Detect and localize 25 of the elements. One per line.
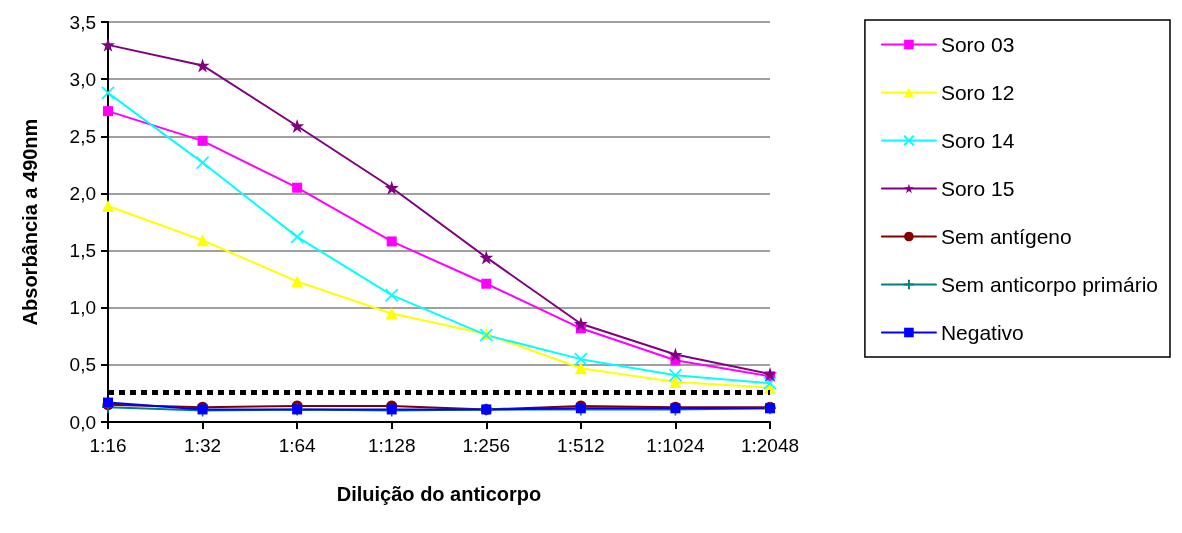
y-tick-label: 0,5 — [69, 354, 96, 376]
x-tick-label: 1:1024 — [646, 435, 705, 456]
legend-label: Soro 14 — [940, 129, 1015, 152]
y-tick-label: 2,5 — [69, 125, 96, 147]
x-tick-label: 1:512 — [557, 435, 605, 456]
y-tick-label: 3,0 — [69, 68, 96, 90]
y-tick-label: 1,5 — [69, 240, 96, 262]
y-tick-label: 2,0 — [69, 182, 96, 204]
legend-label: Soro 12 — [940, 81, 1015, 104]
x-tick-label: 1:64 — [278, 435, 317, 456]
legend-label: Sem anticorpo primário — [940, 273, 1159, 296]
x-tick-label: 1:256 — [462, 435, 511, 456]
legend-label: Soro 03 — [940, 33, 1015, 56]
x-tick-label: 1:32 — [184, 435, 222, 456]
y-tick-label: 1,0 — [69, 297, 96, 319]
legend-label: Negativo — [940, 321, 1024, 344]
legend-label: Soro 15 — [940, 177, 1015, 200]
x-axis-title: Diluição do anticorpo — [336, 483, 542, 505]
y-tick-label: 0,0 — [69, 411, 96, 433]
y-axis-title: Absorbância a 490nm — [19, 118, 41, 326]
y-tick-label: 3,5 — [69, 11, 96, 33]
x-tick-label: 1:2048 — [740, 435, 800, 456]
x-tick-label: 1:16 — [89, 435, 127, 456]
legend-label: Sem antígeno — [940, 225, 1072, 248]
x-tick-label: 1:128 — [367, 435, 416, 456]
